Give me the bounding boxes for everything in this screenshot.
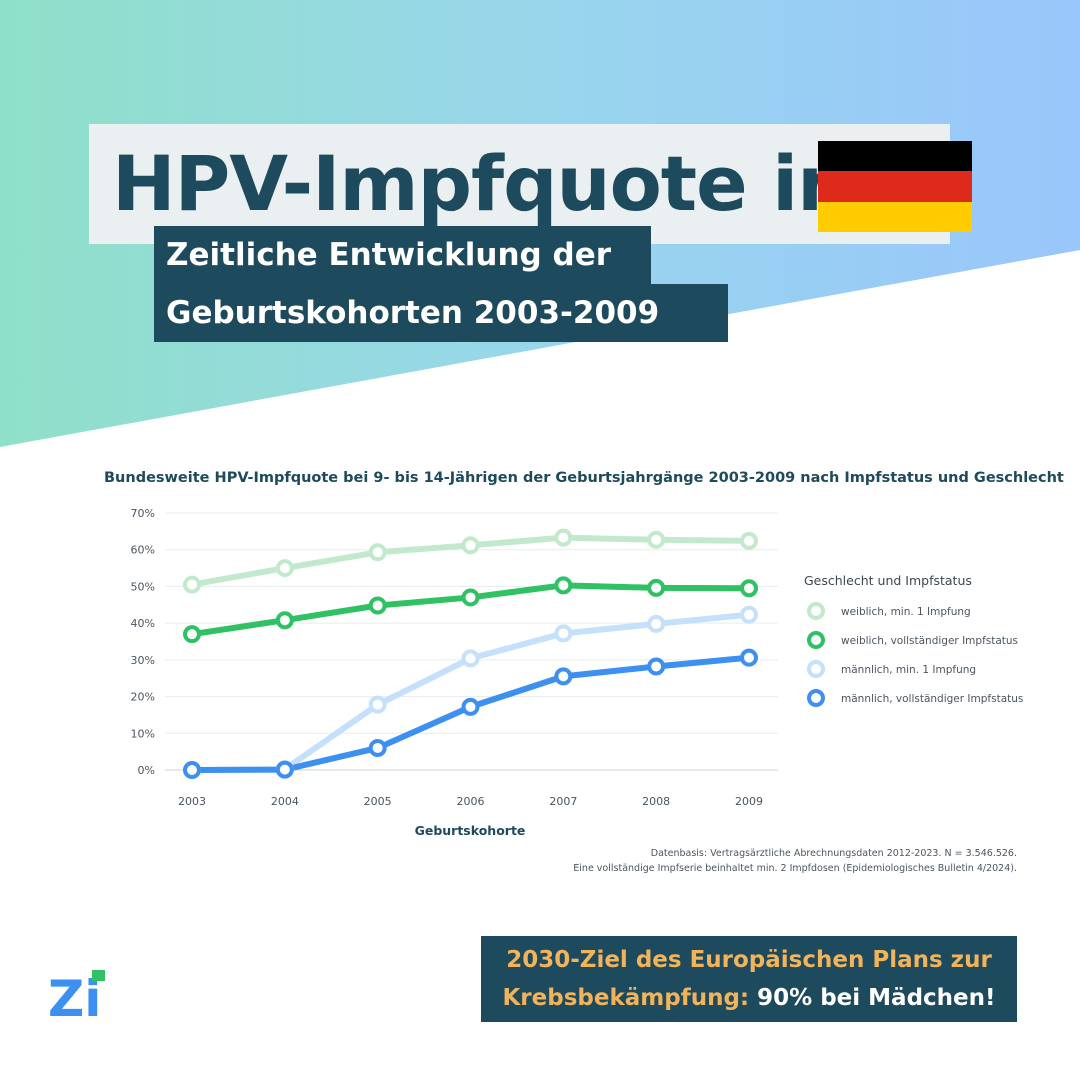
data-point-series-1 <box>554 528 573 547</box>
data-point-series-1 <box>183 575 201 594</box>
data-point-series-3 <box>461 649 480 668</box>
data-point-series-2 <box>368 596 387 615</box>
legend-marker <box>807 660 825 678</box>
page-title: HPV-Impfquote in <box>112 139 851 228</box>
data-point-series-4 <box>275 760 294 779</box>
y-tick-label: 30% <box>131 654 155 667</box>
legend-label: weiblich, vollständiger Impfstatus <box>841 635 1018 647</box>
subtitle-line-1: Zeitliche Entwicklung der <box>154 226 651 284</box>
goal-rest: 90% bei Mädchen! <box>749 985 996 1011</box>
data-point-series-1 <box>647 530 666 549</box>
title-box <box>89 124 950 244</box>
data-point-series-3 <box>647 614 666 633</box>
zi-logo-dot <box>92 970 105 981</box>
y-tick-label: 40% <box>131 617 155 630</box>
data-point-series-4 <box>368 738 387 757</box>
source-note-line-2: Eine vollständige Impfserie beinhaltet m… <box>573 863 1017 874</box>
source-note-line-1: Datenbasis: Vertragsärztliche Abrechnung… <box>650 848 1017 859</box>
y-tick-label: 70% <box>131 507 155 520</box>
data-point-series-2 <box>275 611 294 630</box>
data-point-series-1 <box>461 536 480 555</box>
data-point-series-4 <box>461 697 480 716</box>
legend-label: männlich, vollständiger Impfstatus <box>841 693 1023 705</box>
y-tick-label: 10% <box>131 727 155 740</box>
chart-title: Bundesweite HPV-Impfquote bei 9- bis 14-… <box>104 470 1064 486</box>
x-tick-label: 2008 <box>642 795 670 808</box>
data-point-series-3 <box>740 605 758 624</box>
subtitle-line-2: Geburtskohorten 2003-2009 <box>154 284 728 342</box>
goal-highlight: Krebsbekämpfung: <box>502 985 750 1011</box>
data-point-series-3 <box>368 695 387 714</box>
data-point-series-2 <box>740 579 758 598</box>
data-point-series-3 <box>554 624 573 643</box>
data-point-series-2 <box>183 625 201 644</box>
y-tick-label: 0% <box>138 764 155 777</box>
x-axis-label: Geburtskohorte <box>415 823 526 838</box>
x-tick-label: 2006 <box>457 795 485 808</box>
goal-line-2: Krebsbekämpfung: 90% bei Mädchen! <box>481 979 1017 1017</box>
germany-flag-icon <box>818 141 972 232</box>
data-point-series-2 <box>554 576 573 595</box>
data-point-series-4 <box>554 667 573 686</box>
data-point-series-2 <box>647 578 666 597</box>
legend-title: Geschlecht und Impfstatus <box>804 573 972 588</box>
x-tick-label: 2007 <box>549 795 577 808</box>
goal-callout: 2030-Ziel des Europäischen Plans zur Kre… <box>481 936 1017 1022</box>
legend-label: männlich, min. 1 Impfung <box>841 664 976 676</box>
x-tick-label: 2004 <box>271 795 299 808</box>
goal-line-1: 2030-Ziel des Europäischen Plans zur <box>506 947 992 973</box>
data-point-series-4 <box>740 648 758 667</box>
flag-stripe-black <box>818 141 972 172</box>
data-point-series-1 <box>368 543 387 562</box>
flag-stripe-red <box>818 171 972 202</box>
zi-logo-icon: Zi <box>48 970 105 1020</box>
y-tick-label: 50% <box>131 580 155 593</box>
legend-label: weiblich, min. 1 Impfung <box>841 606 971 618</box>
legend-marker <box>807 631 825 649</box>
x-tick-label: 2003 <box>178 795 206 808</box>
data-point-series-1 <box>740 531 758 550</box>
legend-marker <box>807 689 825 707</box>
x-tick-label: 2005 <box>364 795 392 808</box>
series-line-3 <box>189 611 752 773</box>
y-tick-label: 20% <box>131 691 155 704</box>
flag-stripe-gold <box>818 201 972 232</box>
data-point-series-4 <box>647 657 666 676</box>
data-point-series-2 <box>461 588 480 607</box>
data-point-series-4 <box>183 761 201 779</box>
y-tick-label: 60% <box>131 544 155 557</box>
legend-marker <box>807 602 825 620</box>
x-tick-label: 2009 <box>735 795 763 808</box>
data-point-series-1 <box>275 559 294 578</box>
